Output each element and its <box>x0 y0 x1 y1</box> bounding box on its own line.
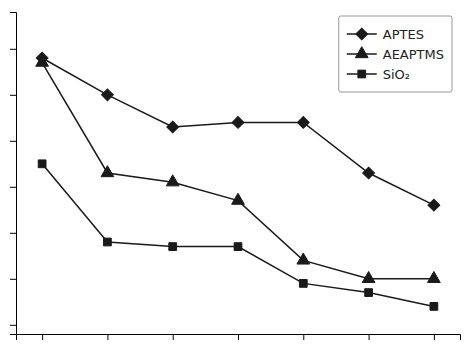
chart: APTES AEAPTMS SiO₂ <box>0 0 474 350</box>
tick <box>173 334 174 340</box>
legend-item: APTES <box>347 27 424 42</box>
tick <box>107 334 108 340</box>
point-marker <box>430 303 438 311</box>
legend-swatch-marker <box>355 47 368 58</box>
tick-mark <box>303 334 304 340</box>
tick <box>42 334 43 340</box>
point-marker <box>299 280 307 288</box>
tick-mark <box>434 334 435 340</box>
tick-mark <box>10 49 16 50</box>
tick-mark <box>42 334 43 340</box>
point-marker <box>232 193 245 204</box>
point-marker <box>363 167 375 179</box>
tick-mark <box>238 334 239 340</box>
tick <box>303 334 304 340</box>
point-marker <box>104 238 112 246</box>
point-marker <box>365 289 373 297</box>
tick-mark <box>10 187 16 188</box>
axis-domain <box>10 13 17 335</box>
tick <box>10 95 16 96</box>
y-axis <box>10 13 17 335</box>
tick <box>10 233 16 234</box>
tick <box>10 325 16 326</box>
tick-mark <box>10 279 16 280</box>
tick-mark <box>10 233 16 234</box>
tick <box>10 141 16 142</box>
point-marker <box>428 199 440 211</box>
point-marker <box>362 271 375 282</box>
tick-mark <box>173 334 174 340</box>
tick <box>10 187 16 188</box>
tick-mark <box>10 141 16 142</box>
legend-item: SiO₂ <box>347 67 410 82</box>
point-marker <box>234 243 242 251</box>
legend-label: AEAPTMS <box>383 47 444 62</box>
tick-mark <box>10 95 16 96</box>
point-marker <box>169 243 177 251</box>
tick <box>434 334 435 340</box>
x-axis <box>17 334 461 340</box>
point-marker <box>36 55 49 66</box>
series-line <box>42 164 434 307</box>
tick <box>238 334 239 340</box>
point-marker <box>297 116 309 128</box>
point-marker <box>166 175 179 186</box>
legend-swatch-marker <box>356 28 368 40</box>
legend-frame <box>339 16 452 92</box>
point-marker <box>101 89 113 101</box>
legend-item: AEAPTMS <box>347 47 444 62</box>
plot: APTES AEAPTMS SiO₂ <box>10 13 461 341</box>
tick-mark <box>107 334 108 340</box>
point-marker <box>167 121 179 133</box>
point-marker <box>428 271 441 282</box>
legend-swatch-marker <box>358 70 366 78</box>
axis-domain <box>17 335 461 341</box>
legend-label: SiO₂ <box>383 67 410 82</box>
series-line <box>42 63 434 279</box>
tick <box>369 334 370 340</box>
point-marker <box>101 166 114 177</box>
tick <box>10 279 16 280</box>
tick-mark <box>10 325 16 326</box>
tick <box>10 49 16 50</box>
legend-label: APTES <box>383 27 424 42</box>
point-marker <box>38 160 46 168</box>
legend: APTES AEAPTMS SiO₂ <box>339 16 452 92</box>
point-marker <box>232 116 244 128</box>
point-marker <box>297 253 310 264</box>
tick-mark <box>369 334 370 340</box>
